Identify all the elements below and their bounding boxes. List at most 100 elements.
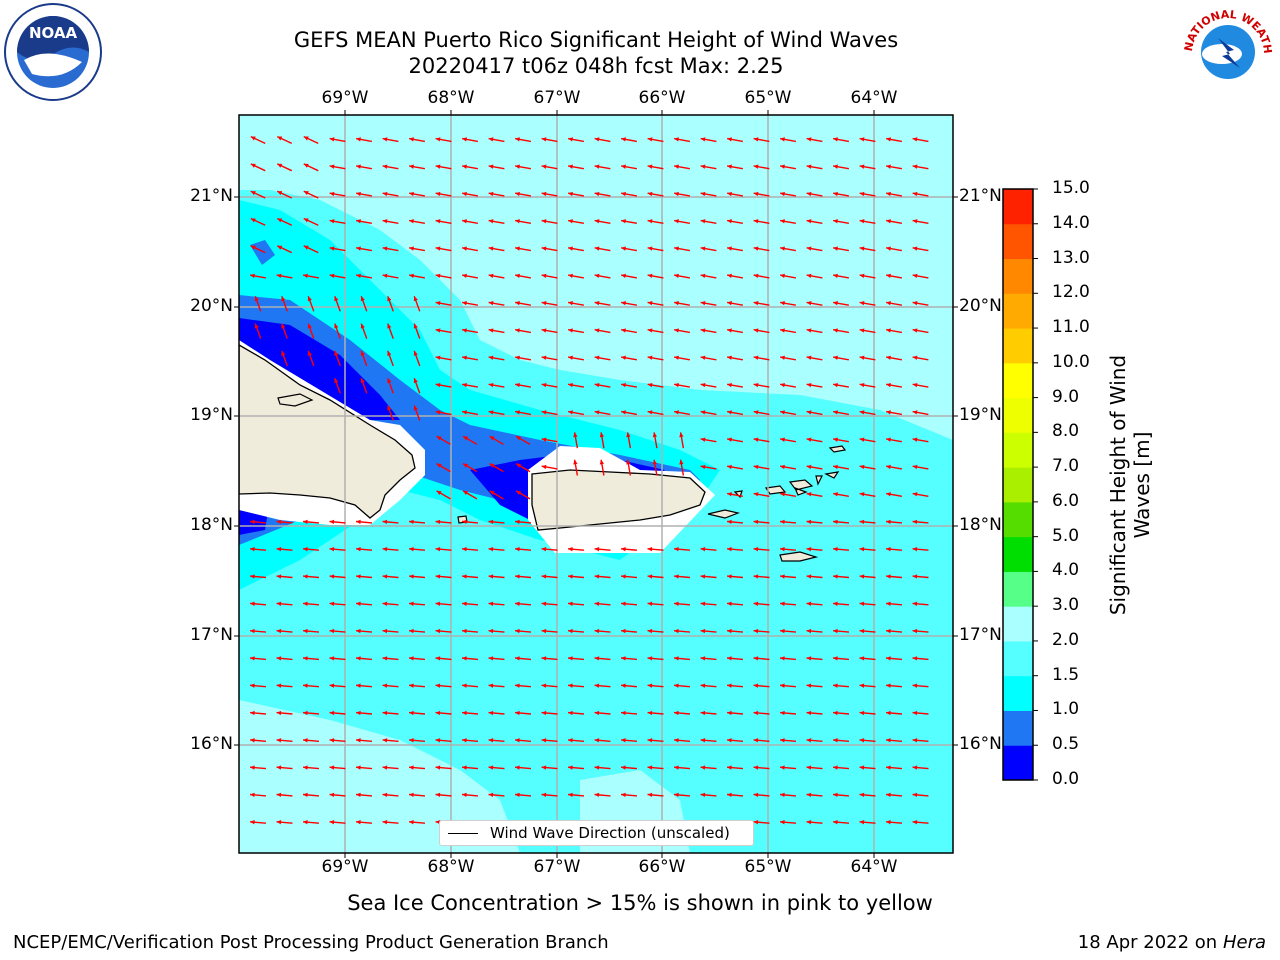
land-vieques <box>707 509 741 519</box>
wave-arrow <box>673 273 691 279</box>
land-tortuga <box>277 393 314 407</box>
wave-arrow <box>859 410 876 416</box>
wave-arrow <box>753 738 770 743</box>
wave-arrow <box>329 765 346 770</box>
wave-arrow <box>249 820 267 825</box>
wave-arrow <box>647 328 664 334</box>
wave-arrow <box>567 410 585 416</box>
colorbar-segment <box>1003 293 1033 329</box>
wave-arrow <box>912 410 929 416</box>
wave-arrow <box>514 792 532 798</box>
colorbar-tick-label: 4.0 <box>1052 560 1080 581</box>
wave-arrow <box>912 219 929 224</box>
wave-arrow <box>673 574 691 579</box>
land-hispaniola <box>239 344 416 519</box>
wave-arrow <box>859 219 876 224</box>
wave-arrow <box>599 432 605 449</box>
wave-arrow <box>541 547 558 552</box>
wave-arrow <box>461 683 479 688</box>
wave-arrow <box>726 410 744 416</box>
colorbar-segment <box>1003 571 1033 607</box>
colorbar-segment <box>1003 432 1033 468</box>
wave-arrow <box>679 432 685 449</box>
lon-label-top: 69°W <box>321 88 369 108</box>
colorbar-tick-label: 14.0 <box>1052 212 1090 233</box>
wave-arrow <box>514 547 532 552</box>
wave-arrow <box>488 273 505 279</box>
wave-arrow <box>726 301 744 306</box>
wave-arrow <box>700 464 717 470</box>
wave-arrow <box>435 246 452 252</box>
wave-arrow <box>276 245 293 254</box>
wave-arrow <box>281 296 288 312</box>
wave-arrow <box>859 328 876 334</box>
wave-arrow <box>806 355 823 361</box>
wave-arrow <box>488 164 505 170</box>
wave-arrow <box>806 410 823 416</box>
wave-arrow <box>599 459 605 476</box>
wave-arrow <box>514 382 532 388</box>
wave-arrow <box>307 323 315 339</box>
wave-arrow <box>334 323 341 339</box>
wave-arrow <box>859 820 876 825</box>
wave-arrow <box>647 191 664 197</box>
wave-arrow <box>329 137 346 143</box>
wave-arrow <box>514 738 532 743</box>
wave-arrow <box>753 273 770 279</box>
wave-arrow <box>753 492 770 497</box>
wave-arrow <box>673 410 691 416</box>
wave-arrow <box>700 164 717 170</box>
wave-arrow <box>859 710 876 716</box>
wave-arrow <box>408 574 426 579</box>
wave-arrow <box>387 405 394 421</box>
wave-arrow <box>435 355 452 361</box>
wave-arrow <box>435 710 452 716</box>
wave-arrow <box>461 656 479 661</box>
wave-arrow <box>885 574 903 579</box>
wave-arrow <box>461 765 479 770</box>
lon-label-top: 65°W <box>744 88 792 108</box>
wave-arrow <box>859 301 876 306</box>
land-st-croix <box>779 551 819 562</box>
wave-arrow <box>647 710 664 716</box>
wave-arrow <box>382 628 399 634</box>
wave-arrow <box>302 574 320 579</box>
lat-label-left: 20°N <box>190 296 233 316</box>
wave-arrow <box>249 574 267 579</box>
wave-arrow <box>387 350 394 367</box>
wave-arrow <box>488 738 505 743</box>
machine-name: Hera <box>1222 932 1266 953</box>
wave-arrow <box>276 683 293 688</box>
wave-arrow <box>355 792 373 798</box>
wave-arrow <box>912 710 929 716</box>
wave-arrow <box>700 301 717 306</box>
wave-arrow <box>302 683 320 688</box>
wave-arrow <box>912 355 929 361</box>
wave-arrow <box>329 683 346 688</box>
wave-arrow <box>567 547 585 552</box>
wave-arrow <box>779 382 797 388</box>
wave-arrow <box>302 547 320 552</box>
colorbar-segment <box>1003 467 1033 503</box>
wave-arrow <box>276 273 293 279</box>
lat-label-left: 21°N <box>190 186 233 206</box>
colorbar-segment <box>1003 501 1033 538</box>
wave-arrow <box>673 547 691 552</box>
wave-arrow <box>726 519 744 525</box>
wave-arrow <box>249 738 267 743</box>
wave-arrow <box>436 462 451 473</box>
wave-arrow <box>753 601 770 606</box>
wave-arrow <box>779 164 797 170</box>
wave-arrow <box>489 435 504 445</box>
wave-arrow <box>700 792 717 798</box>
wave-arrow <box>276 820 293 825</box>
wave-arrow <box>806 792 823 798</box>
wave-arrow <box>832 738 850 743</box>
wave-arrow <box>435 547 452 552</box>
wave-arrow <box>461 273 479 279</box>
wave-arrow <box>806 273 823 279</box>
wave-arrow <box>832 765 850 770</box>
wave-arrow <box>912 301 929 306</box>
wave-arrow <box>806 656 823 661</box>
wave-arrow <box>594 410 611 416</box>
